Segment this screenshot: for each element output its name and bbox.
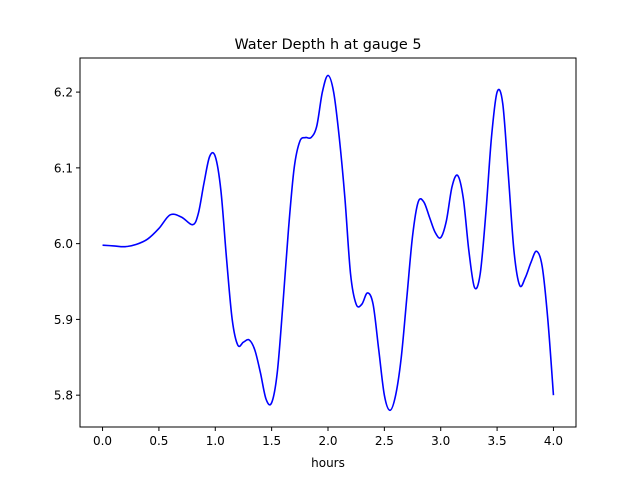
- y-tick-label: 6.2: [54, 86, 73, 100]
- chart-title: Water Depth h at gauge 5: [234, 37, 421, 53]
- x-tick-label: 3.0: [431, 434, 450, 448]
- x-tick-label: 1.0: [206, 434, 225, 448]
- x-tick-label: 1.5: [262, 434, 281, 448]
- axes-layer: 0.0 0.5 1.0 1.5 2.0 2.5 3.0 3.5 4.0 5.8 5.9 6.0 6.1 6…: [54, 57, 577, 448]
- x-tick-label: 2.5: [375, 434, 394, 448]
- y-tick-label: 5.9: [54, 313, 73, 327]
- x-axis-label: hours: [311, 456, 345, 470]
- x-tick-label: 0.5: [149, 434, 168, 448]
- x-tick-label: 2.0: [318, 434, 337, 448]
- plot-frame: [79, 57, 577, 428]
- y-tick-label: 6.0: [54, 237, 73, 251]
- x-tick-label: 0.0: [93, 434, 112, 448]
- series-layer: [102, 74, 555, 412]
- x-tick-label: 4.0: [544, 434, 563, 448]
- series-line-0: [102, 74, 555, 412]
- y-tick-label: 6.1: [54, 161, 73, 175]
- x-tick-label: 3.5: [488, 434, 507, 448]
- y-tick-label: 5.8: [54, 389, 73, 403]
